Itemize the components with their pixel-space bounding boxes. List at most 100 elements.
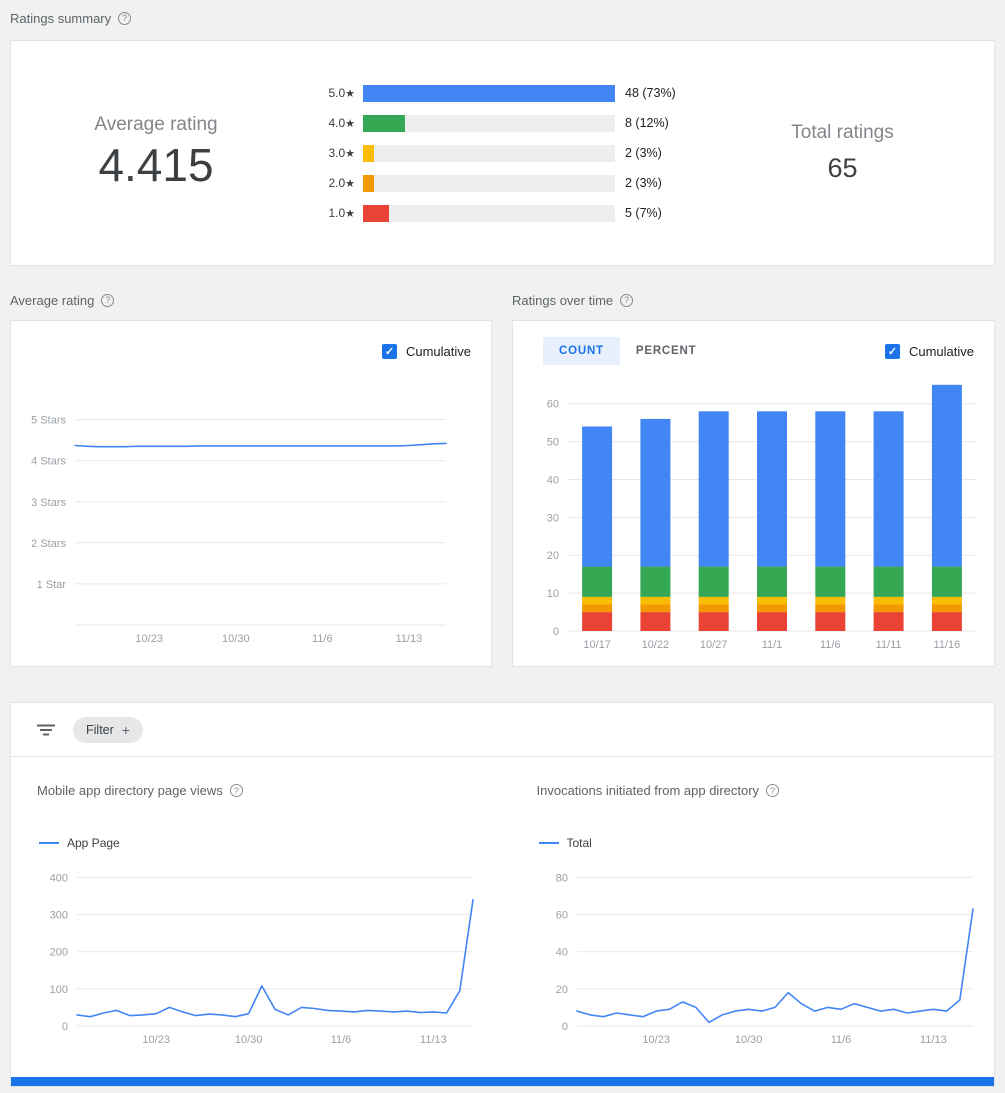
star-icon: ★ xyxy=(345,118,355,130)
average-rating-label: Average rating xyxy=(94,114,218,135)
rating-bar-track xyxy=(363,144,615,162)
svg-text:10/23: 10/23 xyxy=(135,633,163,645)
svg-text:60: 60 xyxy=(547,399,559,411)
rating-bar-fill xyxy=(363,174,374,192)
rating-star-label: 3.0★ xyxy=(328,146,355,160)
average-rating-value: 4.415 xyxy=(98,139,214,191)
svg-text:4 Stars: 4 Stars xyxy=(31,456,66,468)
svg-text:1 Star: 1 Star xyxy=(37,579,67,591)
svg-text:10/30: 10/30 xyxy=(734,1034,762,1046)
rating-star-label: 1.0★ xyxy=(328,206,355,220)
svg-text:80: 80 xyxy=(555,872,567,884)
star-icon: ★ xyxy=(345,148,355,160)
svg-text:11/13: 11/13 xyxy=(420,1034,447,1046)
page-views-header: Mobile app directory page views ? xyxy=(37,783,503,798)
tab-percent[interactable]: PERCENT xyxy=(635,345,697,357)
star-icon: ★ xyxy=(345,88,355,100)
filter-chip[interactable]: Filter + xyxy=(73,717,143,743)
help-icon[interactable]: ? xyxy=(766,784,780,797)
average-rating-line-chart: 5 Stars 4 Stars 3 Stars 2 Stars 1 Star 10/23 1… xyxy=(31,415,447,645)
rating-bar-track xyxy=(363,114,615,132)
ratings-over-time-bar-chart: 0 10 20 30 40 50 60 10/17 10/22 10/27 11/1 11/6 11/1… xyxy=(547,384,976,651)
page-views-legend: App Page xyxy=(39,836,503,850)
rating-distribution-row: 4.0★ 8 (12%) xyxy=(315,108,691,138)
add-filter-icon: + xyxy=(121,722,130,738)
svg-text:3 Stars: 3 Stars xyxy=(31,497,66,509)
svg-text:100: 100 xyxy=(50,984,68,996)
directory-charts-row: Mobile app directory page views ? App Pa… xyxy=(11,757,994,1063)
svg-text:0: 0 xyxy=(553,626,559,638)
page-views-title: Mobile app directory page views xyxy=(37,783,223,798)
svg-text:10/23: 10/23 xyxy=(142,1034,170,1046)
svg-text:2 Stars: 2 Stars xyxy=(31,538,66,550)
invocations-title: Invocations initiated from app directory xyxy=(536,783,760,798)
svg-text:20: 20 xyxy=(547,550,559,562)
svg-text:10/17: 10/17 xyxy=(583,639,611,651)
svg-text:10/30: 10/30 xyxy=(235,1034,263,1046)
rating-count-label: 48 (73%) xyxy=(625,86,676,100)
svg-text:11/13: 11/13 xyxy=(396,633,423,645)
check-icon: ✓ xyxy=(384,345,395,358)
invocations-block: Invocations initiated from app directory… xyxy=(503,757,995,1063)
total-ratings-block: Total ratings 65 xyxy=(691,122,994,184)
star-icon: ★ xyxy=(345,208,355,220)
average-rating-card: ✓ Cumulative 5 Stars 4 Stars 3 Stars 2 Star… xyxy=(10,320,492,667)
rating-distribution-row: 1.0★ 5 (7%) xyxy=(315,198,691,228)
help-icon[interactable]: ? xyxy=(118,11,132,25)
horizontal-scrollbar[interactable] xyxy=(11,1077,994,1086)
average-rating-chart-title: Average rating xyxy=(10,292,95,308)
svg-text:11/1: 11/1 xyxy=(762,639,783,651)
rating-distribution-row: 5.0★ 48 (73%) xyxy=(315,78,691,108)
svg-text:200: 200 xyxy=(50,947,68,959)
ratings-summary-header: Ratings summary ? xyxy=(10,8,995,28)
svg-text:60: 60 xyxy=(555,910,567,922)
svg-text:10/27: 10/27 xyxy=(700,639,728,651)
svg-text:300: 300 xyxy=(50,910,68,922)
help-icon[interactable]: ? xyxy=(101,293,115,307)
rating-bar-fill xyxy=(363,144,374,162)
svg-text:11/11: 11/11 xyxy=(876,639,902,651)
cumulative-checkbox-average[interactable]: ✓ Cumulative xyxy=(381,343,471,359)
svg-text:50: 50 xyxy=(547,437,559,449)
svg-text:10/30: 10/30 xyxy=(222,633,250,645)
svg-text:20: 20 xyxy=(555,984,567,996)
ratings-over-time-card: COUNT PERCENT ✓ Cumulative 0 10 20 30 40 50 60… xyxy=(512,320,995,667)
svg-text:10: 10 xyxy=(547,588,559,600)
rating-bar-track xyxy=(363,174,615,192)
total-ratings-label: Total ratings xyxy=(791,122,894,143)
svg-text:400: 400 xyxy=(50,872,68,884)
page-views-line-chart: 0 100 200 300 400 10/23 10/30 11/6 11/13 xyxy=(50,872,474,1046)
cumulative-checkbox-over-time[interactable]: ✓ Cumulative xyxy=(884,343,974,359)
rating-bar-track xyxy=(363,84,615,102)
rating-bar-fill xyxy=(363,204,390,222)
average-rating-block: Average rating 4.415 xyxy=(11,114,301,192)
legend-line-swatch xyxy=(39,842,59,844)
svg-text:11/6: 11/6 xyxy=(331,1034,352,1046)
svg-text:11/6: 11/6 xyxy=(312,633,333,645)
help-icon[interactable]: ? xyxy=(229,784,243,797)
rating-bar-fill xyxy=(363,84,615,102)
ratings-summary-card: Average rating 4.415 5.0★ 48 (73%) 4.0★ 8 (… xyxy=(10,40,995,266)
rating-distribution-row: 2.0★ 2 (3%) xyxy=(315,168,691,198)
svg-text:30: 30 xyxy=(547,512,559,524)
tab-count[interactable]: COUNT xyxy=(543,337,620,365)
legend-label: Total xyxy=(566,836,592,850)
help-icon[interactable]: ? xyxy=(620,293,634,307)
filter-bar: Filter + xyxy=(11,703,994,757)
svg-text:5 Stars: 5 Stars xyxy=(31,415,66,427)
rating-star-label: 4.0★ xyxy=(328,116,355,130)
checkbox-checked-icon: ✓ xyxy=(884,343,900,359)
cumulative-label: Cumulative xyxy=(405,343,471,359)
svg-text:11/6: 11/6 xyxy=(830,1034,851,1046)
rating-distribution: 5.0★ 48 (73%) 4.0★ 8 (12%) 3.0★ 2 (3%) 2.0★ 2 (… xyxy=(301,78,691,228)
checkbox-checked-icon: ✓ xyxy=(381,343,397,359)
page-views-block: Mobile app directory page views ? App Pa… xyxy=(11,757,503,1063)
ratings-summary-title: Ratings summary xyxy=(10,10,112,26)
svg-text:10/23: 10/23 xyxy=(642,1034,670,1046)
rating-count-label: 5 (7%) xyxy=(625,206,662,220)
svg-text:11/6: 11/6 xyxy=(820,639,841,651)
legend-line-swatch xyxy=(538,842,559,844)
filter-list-icon[interactable] xyxy=(37,724,55,736)
rating-count-label: 2 (3%) xyxy=(625,146,662,160)
